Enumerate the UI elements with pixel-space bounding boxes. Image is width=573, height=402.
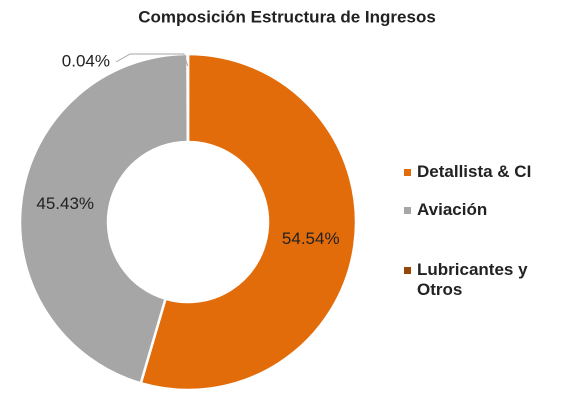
legend-swatch bbox=[404, 207, 411, 214]
legend-item: Aviación bbox=[404, 200, 544, 220]
legend-item: Detallista & CI bbox=[404, 162, 544, 182]
legend-item: Lubricantes y Otros bbox=[404, 260, 544, 300]
legend-swatch bbox=[404, 267, 411, 274]
data-label: 54.54% bbox=[282, 229, 340, 248]
data-label: 45.43% bbox=[36, 194, 94, 213]
legend-swatch bbox=[404, 169, 411, 176]
legend-label: Aviación bbox=[417, 200, 488, 219]
legend-label: Detallista & CI bbox=[417, 162, 532, 181]
chart-title: Composición Estructura de Ingresos bbox=[138, 7, 436, 26]
slice bbox=[18, 52, 190, 385]
slice bbox=[139, 52, 358, 392]
legend-label: Lubricantes y Otros bbox=[417, 260, 528, 299]
leader-line bbox=[115, 53, 189, 67]
data-label: 0.04% bbox=[62, 51, 110, 70]
